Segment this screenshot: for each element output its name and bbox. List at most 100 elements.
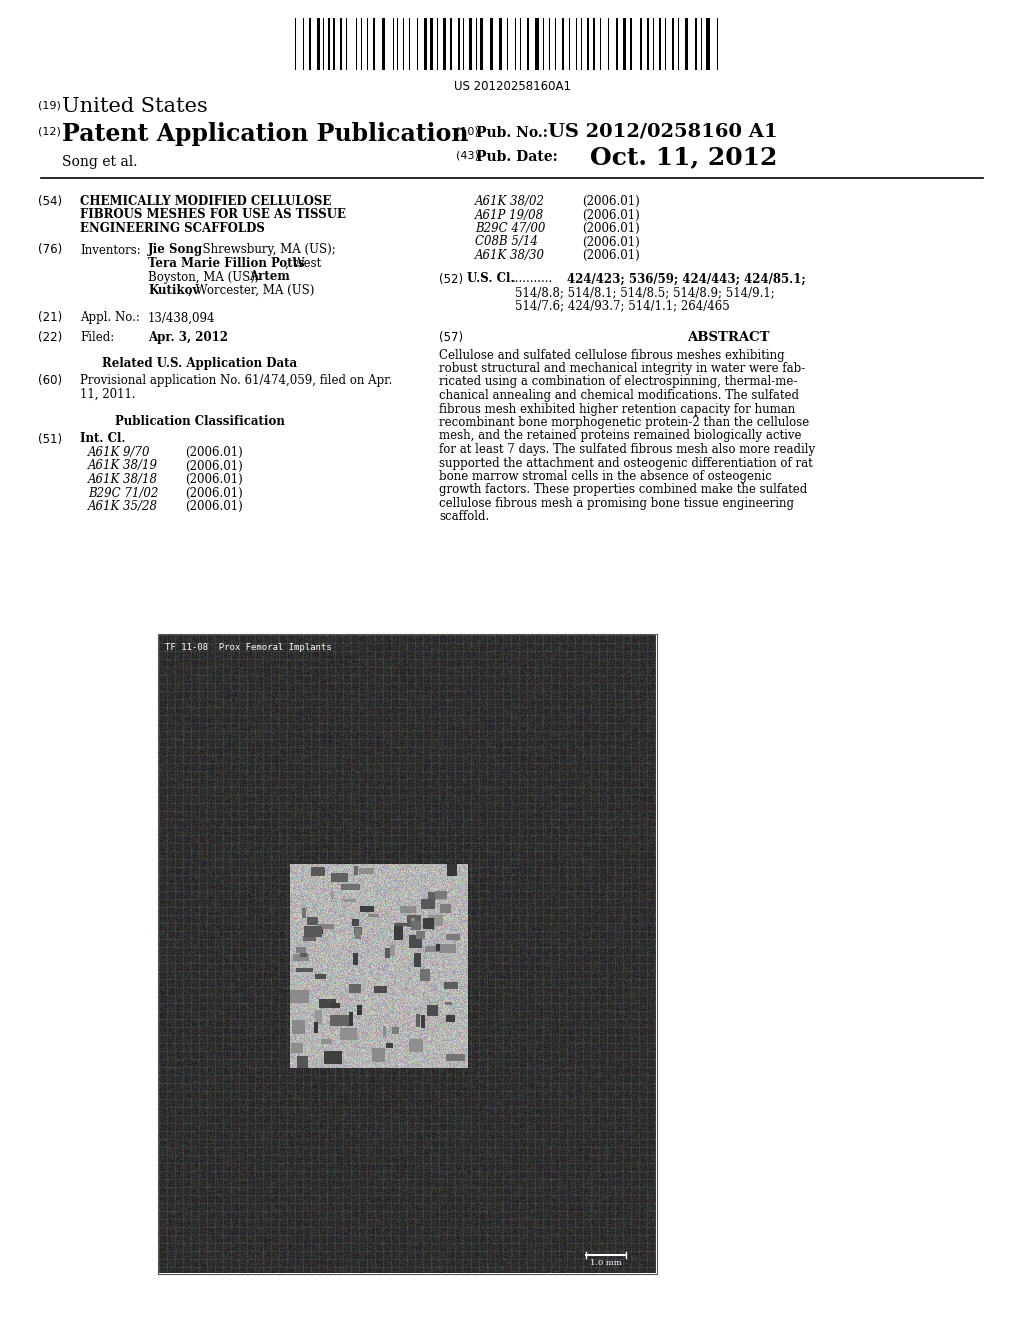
Text: , Worcester, MA (US): , Worcester, MA (US) (188, 284, 314, 297)
Text: , Shrewsbury, MA (US);: , Shrewsbury, MA (US); (195, 243, 336, 256)
Text: (2006.01): (2006.01) (582, 209, 640, 222)
Text: bone marrow stromal cells in the absence of osteogenic: bone marrow stromal cells in the absence… (439, 470, 772, 483)
Text: growth factors. These properties combined make the sulfated: growth factors. These properties combine… (439, 483, 807, 496)
Text: (2006.01): (2006.01) (582, 249, 640, 261)
Text: (19): (19) (38, 100, 60, 110)
Text: robust structural and mechanical integrity in water were fab-: robust structural and mechanical integri… (439, 362, 805, 375)
Text: , West: , West (285, 257, 322, 271)
Bar (424, 18, 427, 70)
Bar (317, 18, 319, 70)
Text: (54): (54) (38, 195, 62, 209)
Text: FIBROUS MESHES FOR USE AS TISSUE: FIBROUS MESHES FOR USE AS TISSUE (80, 209, 346, 222)
Text: (2006.01): (2006.01) (185, 500, 243, 513)
Text: (52): (52) (439, 272, 463, 285)
Text: A61K 9/70: A61K 9/70 (88, 446, 151, 459)
Text: 11, 2011.: 11, 2011. (80, 388, 135, 400)
Bar (333, 18, 335, 70)
Text: Apr. 3, 2012: Apr. 3, 2012 (148, 331, 228, 345)
Bar (469, 18, 472, 70)
Text: Filed:: Filed: (80, 331, 115, 345)
Text: (2006.01): (2006.01) (185, 446, 243, 459)
Text: Cellulose and sulfated cellulose fibrous meshes exhibiting: Cellulose and sulfated cellulose fibrous… (439, 348, 784, 362)
Text: United States: United States (62, 96, 208, 116)
Text: (2006.01): (2006.01) (185, 459, 243, 473)
Bar (328, 18, 330, 70)
Text: A61K 38/18: A61K 38/18 (88, 473, 158, 486)
Text: (10): (10) (456, 125, 479, 136)
Text: A61P 19/08: A61P 19/08 (475, 209, 544, 222)
Text: (22): (22) (38, 331, 62, 345)
Bar (450, 18, 452, 70)
Text: (2006.01): (2006.01) (185, 487, 243, 499)
Text: (57): (57) (439, 331, 463, 345)
Bar (443, 18, 446, 70)
Text: B29C 71/02: B29C 71/02 (88, 487, 159, 499)
Text: ENGINEERING SCAFFOLDS: ENGINEERING SCAFFOLDS (80, 222, 265, 235)
Text: A61K 38/02: A61K 38/02 (475, 195, 545, 209)
Text: cellulose fibrous mesh a promising bone tissue engineering: cellulose fibrous mesh a promising bone … (439, 498, 794, 510)
Text: Jie Song: Jie Song (148, 243, 203, 256)
Text: Appl. No.:: Appl. No.: (80, 312, 140, 325)
Bar (499, 18, 502, 70)
Text: (2006.01): (2006.01) (185, 473, 243, 486)
Bar (630, 18, 632, 70)
Text: (12): (12) (38, 125, 60, 136)
Text: Artem: Artem (249, 271, 290, 284)
Bar (672, 18, 674, 70)
Text: Oct. 11, 2012: Oct. 11, 2012 (590, 145, 777, 169)
Bar (309, 18, 311, 70)
Bar (158, 634, 657, 1274)
Text: ...........: ........... (512, 272, 553, 285)
Bar (647, 18, 649, 70)
Text: recombinant bone morphogenetic protein-2 than the cellulose: recombinant bone morphogenetic protein-2… (439, 416, 809, 429)
Text: (43): (43) (456, 150, 479, 160)
Text: 13/438,094: 13/438,094 (148, 312, 215, 325)
Text: 514/8.8; 514/8.1; 514/8.5; 514/8.9; 514/9.1;: 514/8.8; 514/8.1; 514/8.5; 514/8.9; 514/… (515, 286, 775, 300)
Text: B29C 47/00: B29C 47/00 (475, 222, 546, 235)
Text: Patent Application Publication: Patent Application Publication (62, 121, 469, 147)
Text: Related U.S. Application Data: Related U.S. Application Data (102, 356, 298, 370)
Text: A61K 38/19: A61K 38/19 (88, 459, 158, 473)
Bar (695, 18, 697, 70)
Bar (587, 18, 589, 70)
Bar (430, 18, 433, 70)
Text: Pub. Date:: Pub. Date: (476, 150, 558, 164)
Text: for at least 7 days. The sulfated fibrous mesh also more readily: for at least 7 days. The sulfated fibrou… (439, 444, 815, 455)
Bar (458, 18, 460, 70)
Text: (2006.01): (2006.01) (582, 222, 640, 235)
Text: Tera Marie Fillion Potts: Tera Marie Fillion Potts (148, 257, 304, 271)
Bar (685, 18, 688, 70)
Text: (60): (60) (38, 374, 62, 387)
Text: TF 11-08  Prox Femoral Implants: TF 11-08 Prox Femoral Implants (165, 643, 332, 652)
Text: (2006.01): (2006.01) (582, 195, 640, 209)
Bar (340, 18, 342, 70)
Text: C08B 5/14: C08B 5/14 (475, 235, 538, 248)
Text: 514/7.6; 424/93.7; 514/1.1; 264/465: 514/7.6; 424/93.7; 514/1.1; 264/465 (515, 300, 730, 313)
Bar (490, 18, 493, 70)
Bar (593, 18, 595, 70)
Bar (382, 18, 385, 70)
Text: Boyston, MA (US);: Boyston, MA (US); (148, 271, 262, 284)
Text: US 20120258160A1: US 20120258160A1 (454, 81, 570, 92)
Text: Int. Cl.: Int. Cl. (80, 433, 126, 446)
Text: chanical annealing and chemical modifications. The sulfated: chanical annealing and chemical modifica… (439, 389, 799, 403)
Text: (51): (51) (38, 433, 62, 446)
Text: fibrous mesh exhibited higher retention capacity for human: fibrous mesh exhibited higher retention … (439, 403, 796, 416)
Bar (535, 18, 539, 70)
Text: scaffold.: scaffold. (439, 511, 489, 524)
Bar (616, 18, 618, 70)
Text: A61K 38/30: A61K 38/30 (475, 249, 545, 261)
Bar (562, 18, 564, 70)
Text: Kutikov: Kutikov (148, 284, 200, 297)
Text: (2006.01): (2006.01) (582, 235, 640, 248)
Text: Song et al.: Song et al. (62, 154, 137, 169)
Bar (623, 18, 626, 70)
Text: US 2012/0258160 A1: US 2012/0258160 A1 (548, 121, 777, 140)
Text: 1.0 mm: 1.0 mm (590, 1259, 622, 1267)
Text: ricated using a combination of electrospinning, thermal-me-: ricated using a combination of electrosp… (439, 375, 798, 388)
Bar (659, 18, 662, 70)
Text: supported the attachment and osteogenic differentiation of rat: supported the attachment and osteogenic … (439, 457, 813, 470)
Text: CHEMICALLY MODIFIED CELLULOSE: CHEMICALLY MODIFIED CELLULOSE (80, 195, 332, 209)
Text: Inventors:: Inventors: (80, 243, 140, 256)
Text: Pub. No.:: Pub. No.: (476, 125, 548, 140)
